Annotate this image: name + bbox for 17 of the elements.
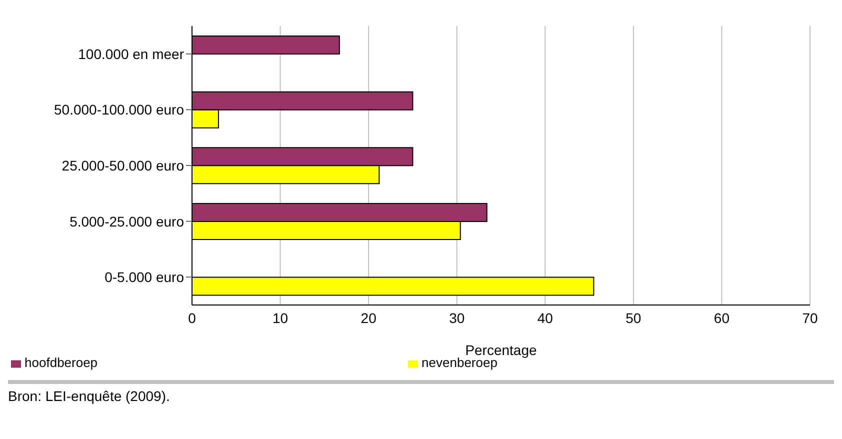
x-tick-label: 10 bbox=[272, 310, 288, 326]
y-tick-label: 5.000-25.000 euro bbox=[70, 213, 184, 230]
y-tick-label: 0-5.000 euro bbox=[104, 269, 184, 286]
x-tick-label: 40 bbox=[537, 310, 554, 326]
y-tick-label: 25.000-50.000 euro bbox=[62, 157, 184, 174]
x-tick-label: 30 bbox=[449, 310, 465, 326]
legend-label: hoofdberoep bbox=[24, 355, 98, 370]
text: Bron: LEI-enquête (2009). bbox=[8, 388, 171, 404]
y-tick-label: 100.000 en meer bbox=[78, 46, 184, 62]
x-axis-title: Percentage bbox=[465, 342, 538, 358]
x-tick-label: 70 bbox=[802, 310, 818, 326]
x-tick-label: 0 bbox=[188, 310, 196, 326]
x-tick-label: 50 bbox=[626, 310, 642, 326]
legend-label: nevenberoep bbox=[422, 355, 498, 370]
x-tick-label: 60 bbox=[714, 310, 730, 326]
x-tick-label: 20 bbox=[360, 310, 377, 326]
y-tick-label: 50.000-100.000 euro bbox=[54, 102, 184, 118]
